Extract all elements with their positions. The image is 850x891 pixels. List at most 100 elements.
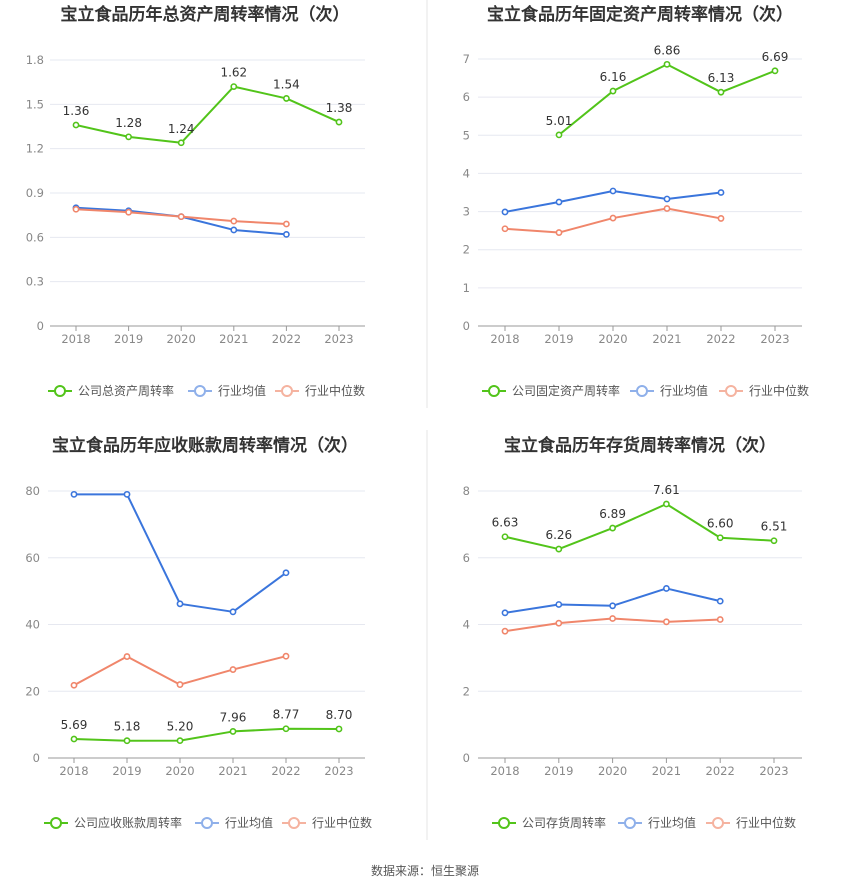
x-tick-label: 2019 (544, 332, 573, 346)
data-point (72, 205, 80, 213)
data-point (555, 229, 563, 236)
y-tick-label: 4 (463, 166, 470, 180)
x-tick-label: 2019 (112, 764, 141, 778)
data-point (717, 215, 725, 222)
x-tick-label: 2023 (760, 332, 789, 346)
chart-panel-2: 宝立食品历年应收账款周转率情况（次） 0 20 40 60 80 2018 2019 2020 2… (25, 435, 372, 830)
x-tick-label: 2021 (219, 332, 248, 346)
legend-item-0[interactable]: 公司存货周转率 (492, 815, 606, 830)
data-point (229, 608, 237, 616)
y-tick-label: 4 (463, 618, 470, 632)
data-point (282, 95, 290, 102)
data-label: 6.60 (707, 517, 734, 531)
data-point (663, 195, 671, 203)
data-label: 6.51 (761, 520, 788, 534)
x-tick-label: 2018 (490, 332, 519, 346)
x-tick-label: 2023 (324, 332, 353, 346)
data-point (717, 88, 725, 96)
data-point (555, 131, 563, 139)
data-label: 7.96 (220, 710, 247, 724)
legend-item-2[interactable]: 行业中位数 (282, 815, 372, 830)
legend-marker (624, 817, 636, 829)
series-line-2 (73, 655, 287, 687)
data-point (501, 225, 509, 233)
y-tick-label: 8 (463, 484, 470, 498)
data-point (177, 213, 185, 221)
legend-label: 行业均值 (660, 383, 708, 398)
x-tick-label: 2021 (652, 764, 681, 778)
y-tick-label: 20 (25, 684, 40, 698)
y-tick-label: 0.9 (26, 186, 44, 200)
data-source: 数据来源：恒生聚源 (371, 863, 479, 878)
data-label: 8.77 (273, 708, 300, 722)
data-point (72, 121, 80, 129)
legend-item-1[interactable]: 行业均值 (630, 383, 708, 398)
data-point (609, 524, 616, 532)
data-point (70, 735, 78, 743)
data-point (335, 725, 343, 733)
data-point (555, 601, 563, 608)
legend-label: 行业均值 (218, 383, 266, 398)
legend-label: 公司总资产周转率 (78, 383, 174, 398)
data-point (609, 187, 617, 195)
data-label: 1.36 (63, 104, 90, 118)
data-point (282, 569, 290, 577)
legend-item-1[interactable]: 行业均值 (618, 815, 696, 830)
chart-panel-1: 宝立食品历年固定资产周转率情况（次） 0 1 2 3 4 5 6 7 2018 2019 2020 20… (463, 4, 809, 398)
y-tick-label: 0 (37, 319, 44, 333)
y-tick-label: 3 (463, 205, 470, 219)
data-point (716, 534, 724, 542)
data-point (555, 198, 563, 206)
data-point (230, 217, 238, 225)
legend-item-2[interactable]: 行业中位数 (706, 815, 796, 830)
legend-marker (636, 385, 648, 397)
x-tick-label: 2020 (598, 764, 627, 778)
x-tick-label: 2022 (706, 764, 735, 778)
data-point (716, 597, 724, 605)
data-point (282, 220, 290, 228)
x-tick-label: 2022 (706, 332, 735, 346)
legend-item-1[interactable]: 行业均值 (188, 383, 266, 398)
data-point (609, 615, 616, 622)
legend-item-2[interactable]: 行业中位数 (275, 383, 365, 398)
legend-item-1[interactable]: 行业均值 (195, 815, 273, 830)
legend-marker (281, 385, 293, 397)
legend-item-2[interactable]: 行业中位数 (719, 383, 809, 398)
data-point (501, 208, 509, 216)
chart-title: 宝立食品历年存货周转率情况（次） (504, 435, 776, 456)
series-line-1 (74, 493, 287, 613)
legend-marker (201, 817, 213, 829)
x-tick-label: 2020 (165, 764, 194, 778)
data-point (501, 627, 509, 635)
y-tick-label: 0 (463, 751, 470, 765)
y-tick-label: 1 (463, 281, 470, 295)
data-label: 6.89 (599, 507, 626, 521)
x-tick-label: 2021 (218, 764, 247, 778)
data-point (177, 139, 185, 147)
data-label: 8.70 (326, 708, 353, 722)
y-tick-label: 6 (463, 551, 470, 565)
legend-item-0[interactable]: 公司总资产周转率 (48, 383, 174, 398)
data-point (663, 618, 670, 626)
data-point (501, 533, 509, 541)
y-tick-label: 2 (463, 684, 470, 698)
y-tick-label: 40 (25, 618, 40, 632)
data-label: 6.13 (708, 71, 735, 85)
data-point (282, 230, 290, 238)
data-point (501, 609, 509, 617)
legend-marker (725, 385, 737, 397)
data-label: 5.01 (546, 114, 573, 128)
legend-label: 公司存货周转率 (522, 815, 606, 830)
data-label: 1.54 (273, 77, 300, 91)
y-tick-label: 1.5 (26, 97, 44, 111)
data-point (609, 602, 616, 610)
data-point (555, 619, 563, 627)
legend-item-0[interactable]: 公司应收账款周转率 (44, 815, 182, 830)
series-line-0 (558, 63, 776, 136)
x-tick-label: 2018 (490, 764, 519, 778)
chart-title: 宝立食品历年应收账款周转率情况（次） (52, 435, 358, 456)
y-tick-label: 60 (25, 551, 40, 565)
y-tick-label: 2 (463, 243, 470, 257)
legend-label: 行业中位数 (736, 815, 796, 830)
legend-item-0[interactable]: 公司固定资产周转率 (482, 383, 620, 398)
